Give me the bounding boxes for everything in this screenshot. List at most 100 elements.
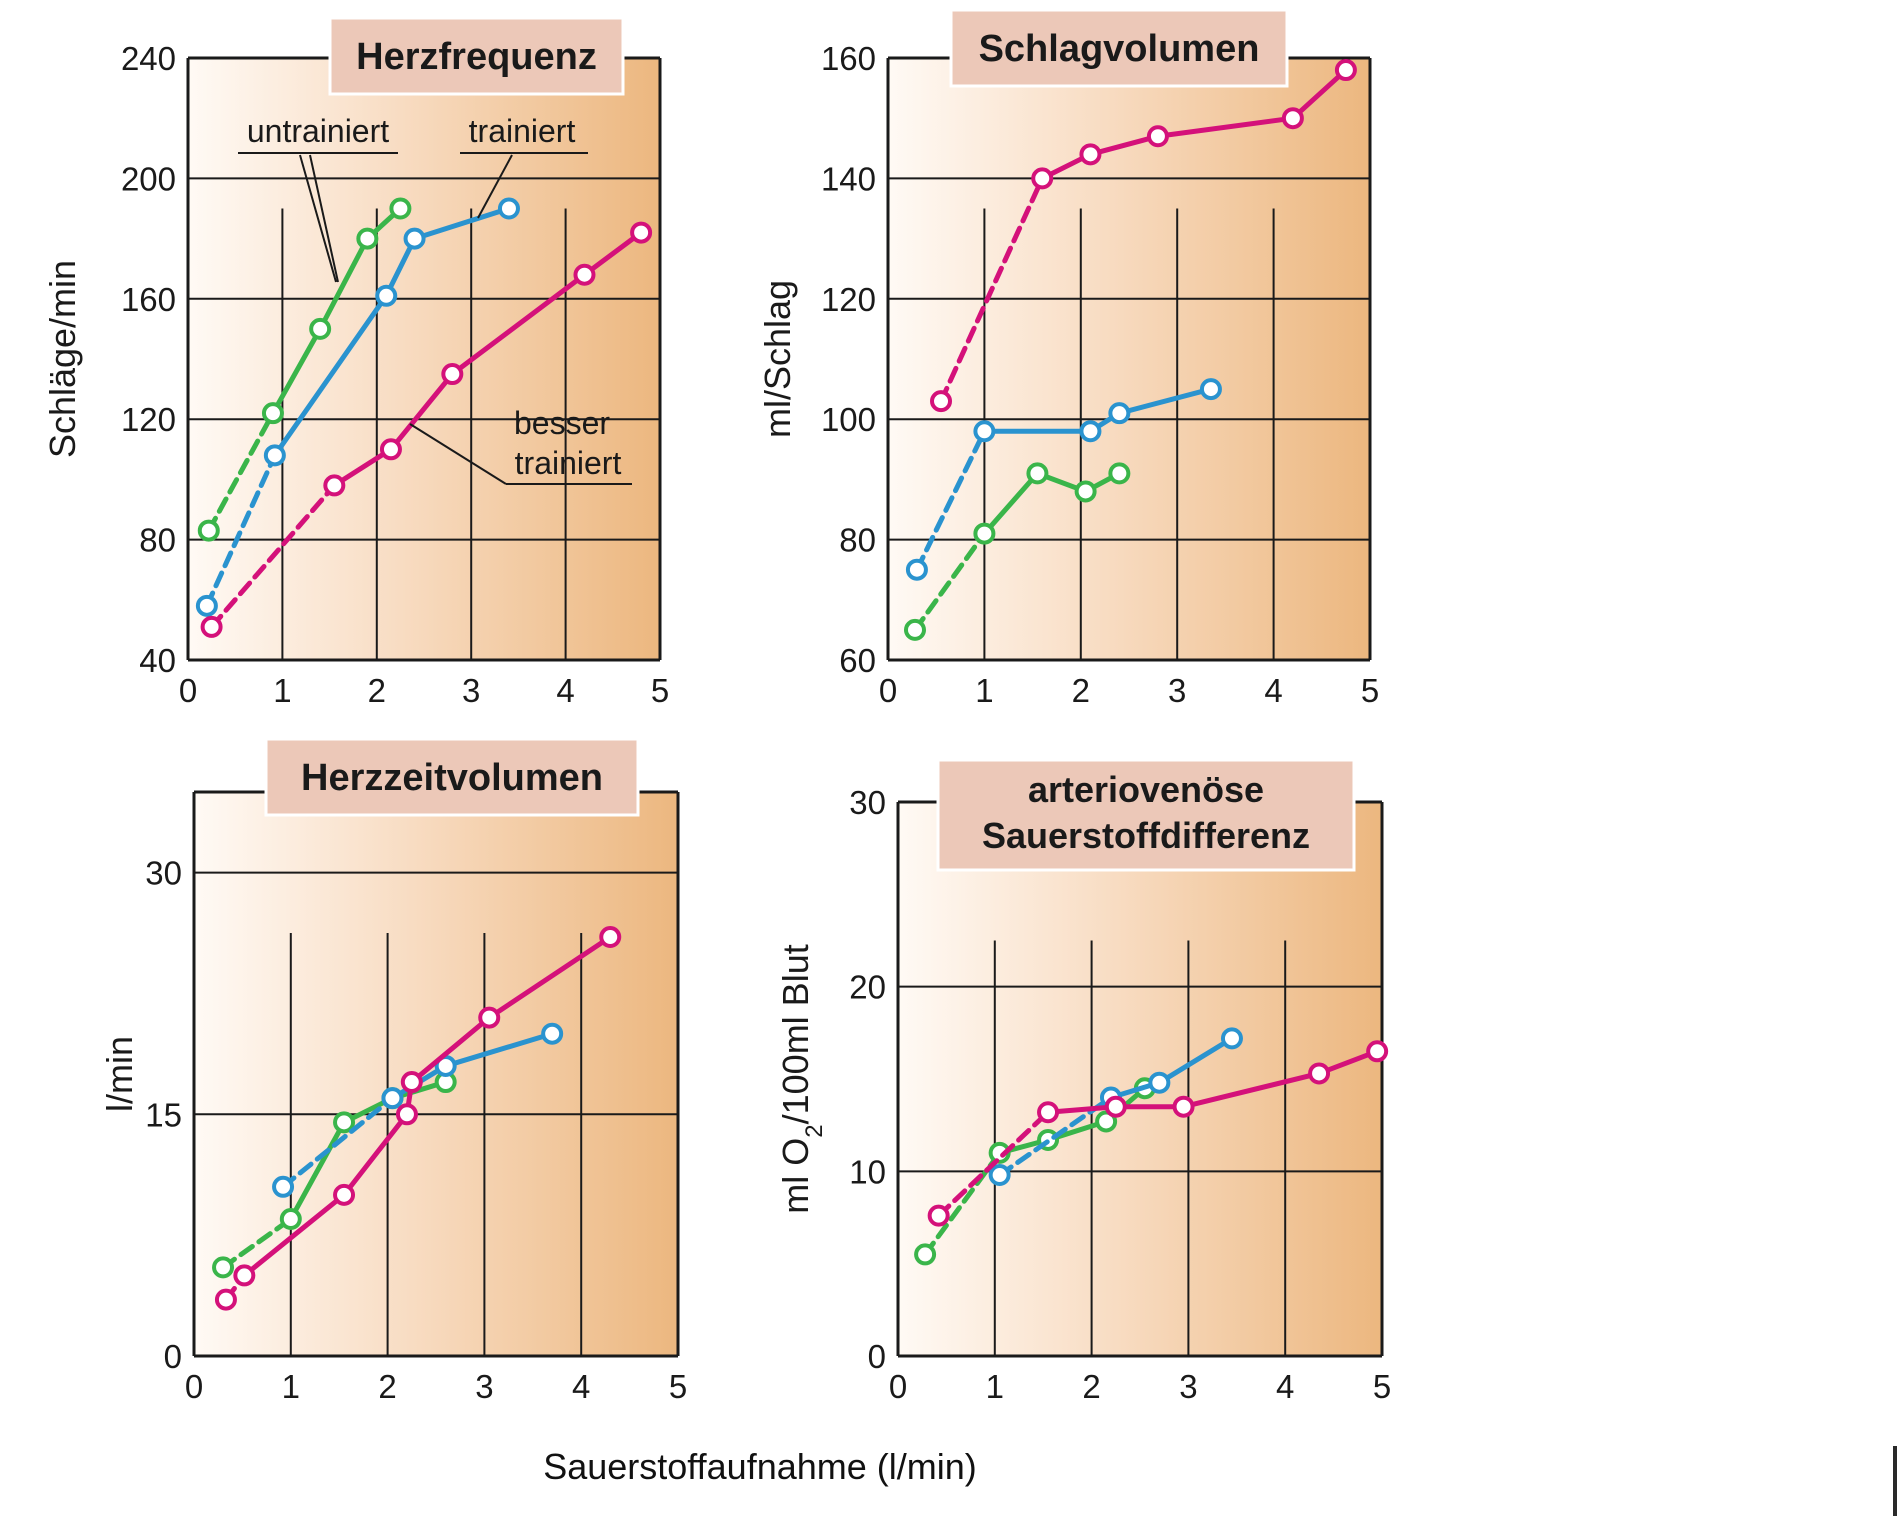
x-tick-label: 1 <box>975 672 993 709</box>
data-point-better_trained <box>927 1204 950 1227</box>
data-point-trained <box>195 594 218 617</box>
annotation-leader <box>299 154 339 283</box>
x-tick-label: 3 <box>475 1368 493 1405</box>
x-tick-label: 4 <box>1264 672 1282 709</box>
series-line-better_trained <box>388 371 455 452</box>
data-point-better_trained <box>1172 1095 1195 1118</box>
chart-hzv: 0 15 30 0 1 2 3 4 5 l/min Herzzeitvolumen <box>99 737 687 1405</box>
data-point-better_trained <box>1334 59 1357 82</box>
data-point-trained <box>1079 420 1102 443</box>
data-point-untrained <box>279 1208 302 1231</box>
data-point-trained <box>541 1022 564 1045</box>
y-tick-label: 60 <box>839 642 876 679</box>
data-point-better_trained <box>1037 1101 1060 1124</box>
data-point-better_trained <box>395 1103 418 1126</box>
y-axis-label: l/min <box>99 1036 140 1112</box>
data-point-trained <box>973 420 996 443</box>
data-point-untrained <box>903 618 926 641</box>
data-point-better_trained <box>233 1264 256 1287</box>
x-tick-label: 2 <box>378 1368 396 1405</box>
data-point-better_trained <box>1079 143 1102 166</box>
chart-title-box <box>936 758 1356 872</box>
series-line-untrained <box>912 531 987 633</box>
data-point-better_trained <box>630 221 653 244</box>
y-axis-label: Schläge/min <box>42 260 83 458</box>
y-tick-label: 120 <box>121 401 176 438</box>
chart-sv: 60 80 100 120 140 160 0 1 2 3 4 5 ml/Schlag Schlagvol… <box>757 8 1379 709</box>
x-tick-label: 3 <box>462 672 480 709</box>
chart-hf: 40 80 120 160 200 240 0 1 2 3 4 5 Schläge/min Herzfre… <box>42 16 669 709</box>
data-point-better_trained <box>400 1071 423 1094</box>
y-tick-label: 120 <box>821 281 876 318</box>
data-point-untrained <box>1026 462 1049 485</box>
series-line-trained <box>272 293 389 458</box>
series-line-untrained <box>981 470 1040 537</box>
data-point-better_trained <box>599 926 622 949</box>
y-tick-label: 10 <box>849 1153 886 1190</box>
chart-title-box <box>328 16 625 96</box>
data-point-trained <box>403 227 426 250</box>
data-point-better_trained <box>1281 107 1304 130</box>
annotation-leader <box>409 423 507 485</box>
y-tick-label: 140 <box>821 160 876 197</box>
x-tick-label: 0 <box>879 672 897 709</box>
series-line-better_trained <box>209 482 337 630</box>
plot-background <box>188 58 660 660</box>
y-tick-label: 80 <box>139 522 176 559</box>
data-point-untrained <box>1108 462 1131 485</box>
y-tick-label: 160 <box>121 281 176 318</box>
x-tick-label: 4 <box>1276 1368 1294 1405</box>
data-point-trained <box>1108 402 1131 425</box>
annotation-untrained: untrainiert <box>247 113 389 149</box>
series-line-better_trained <box>938 175 1045 404</box>
data-point-trained <box>272 1175 295 1198</box>
series-line-better_trained <box>449 272 587 377</box>
series-line-better_trained <box>1155 115 1296 139</box>
annotation-better-trained: trainiert <box>515 445 622 481</box>
series-line-trained <box>1116 386 1214 416</box>
chart-title-box <box>949 8 1289 88</box>
chart-title: arteriovenöse <box>1028 769 1264 810</box>
x-tick-label: 5 <box>1361 672 1379 709</box>
series-line-untrained <box>270 326 323 416</box>
series-line-better_trained <box>331 446 394 488</box>
data-point-untrained <box>1095 1110 1118 1133</box>
data-point-better_trained <box>1366 1040 1389 1063</box>
data-point-untrained <box>261 402 284 425</box>
x-tick-label: 0 <box>185 1368 203 1405</box>
edge-mark <box>1893 1446 1897 1516</box>
x-tick-label: 5 <box>669 1368 687 1405</box>
data-point-untrained <box>1074 480 1097 503</box>
data-point-better_trained <box>1104 1095 1127 1118</box>
data-point-trained <box>263 444 286 467</box>
series-line-better_trained <box>936 1109 1051 1219</box>
y-tick-label: 30 <box>145 855 182 892</box>
chart-title: Schlagvolumen <box>979 28 1260 70</box>
data-point-better_trained <box>441 363 464 386</box>
series-line-better_trained <box>1087 133 1161 157</box>
series-line-better_trained <box>1290 67 1349 121</box>
annotation-better: besser <box>514 405 610 441</box>
data-point-better_trained <box>930 390 953 413</box>
data-point-untrained <box>356 227 379 250</box>
y-tick-label: 0 <box>164 1338 182 1375</box>
x-tick-label: 0 <box>889 1368 907 1405</box>
data-point-trained <box>1148 1071 1171 1094</box>
series-line-trained <box>280 1095 395 1190</box>
series-line-untrained <box>220 1216 294 1270</box>
chart-title-box <box>264 737 640 817</box>
series-line-trained <box>443 1031 555 1069</box>
data-point-better_trained <box>379 438 402 461</box>
data-point-better_trained <box>214 1288 237 1311</box>
x-tick-label: 2 <box>368 672 386 709</box>
data-point-better_trained <box>478 1006 501 1029</box>
data-point-better_trained <box>573 263 596 286</box>
series-line-better_trained <box>241 1192 347 1278</box>
data-point-untrained <box>973 522 996 545</box>
series-line-trained <box>1156 1035 1235 1086</box>
y-tick-label: 80 <box>839 522 876 559</box>
series-line-untrained <box>317 236 370 332</box>
data-point-untrained <box>197 519 220 542</box>
data-point-untrained <box>389 197 412 220</box>
